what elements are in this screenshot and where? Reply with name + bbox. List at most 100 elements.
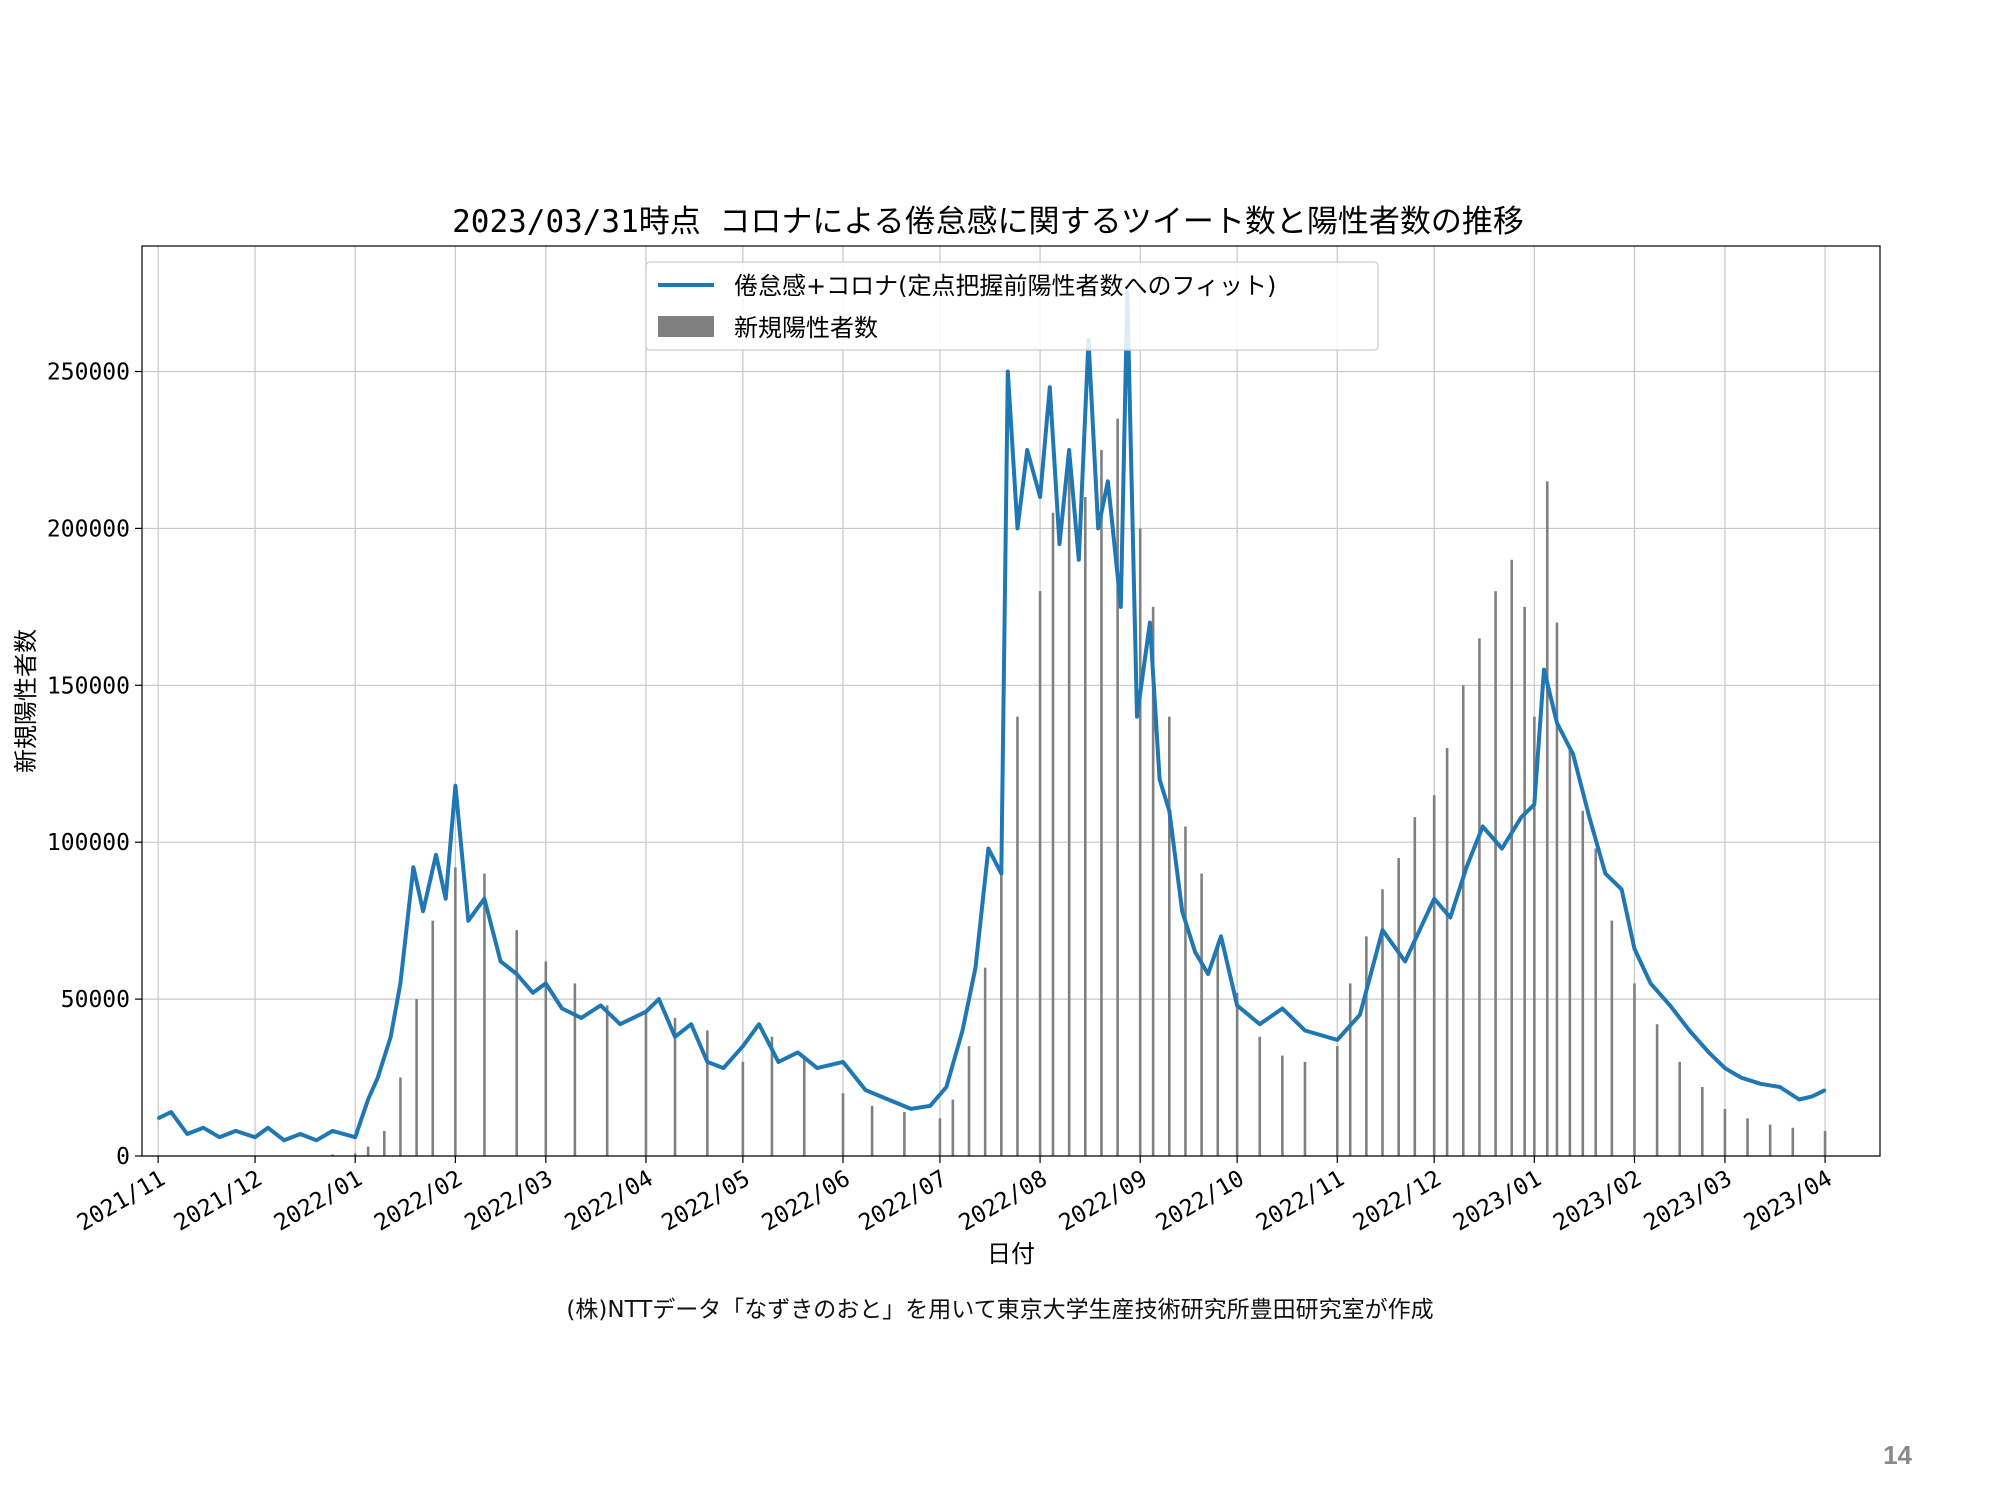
- x-tick-label: 2022/12: [1349, 1166, 1446, 1237]
- bar-2023-04-01: [1823, 1130, 1827, 1156]
- bar-2022-05-20: [802, 1055, 806, 1156]
- bar-2022-08-20: [1100, 449, 1103, 1156]
- line-point-2022-05-01: [741, 1044, 745, 1048]
- bar-2023-01-12: [1568, 748, 1572, 1156]
- x-tick-label: 2022/04: [561, 1166, 658, 1237]
- bar-2022-11-25: [1413, 817, 1417, 1156]
- bar-2022-05-01: [741, 1061, 745, 1156]
- bar-2022-08-01: [1038, 591, 1042, 1156]
- line-point-2022-02-20: [515, 972, 518, 976]
- line-point-2022-02-15: [499, 960, 502, 963]
- line-point-2022-08-01: [1038, 495, 1042, 499]
- line-point-2022-08-04: [1048, 386, 1051, 389]
- bar-2022-02-01: [454, 867, 457, 1156]
- bar-2022-06-20: [903, 1112, 906, 1156]
- bar-2022-12-10: [1461, 685, 1465, 1156]
- line-point-2022-04-10: [673, 1035, 677, 1038]
- x-tick-label: 2022/06: [758, 1166, 855, 1237]
- line-point-2022-12-28: [1520, 815, 1523, 819]
- bar-2022-07-10: [967, 1046, 971, 1156]
- bar-2023-01-16: [1581, 810, 1585, 1156]
- line-point-2022-07-12: [974, 966, 977, 969]
- line-point-2022-03-18: [599, 1004, 602, 1007]
- y-tick-label: 0: [116, 1144, 130, 1170]
- bar-2022-09-05: [1151, 606, 1155, 1156]
- x-axis-label: 日付: [987, 1240, 1035, 1268]
- bar-2022-03-10: [573, 983, 577, 1156]
- bar-2022-02-20: [515, 930, 519, 1156]
- bar-2022-12-25: [1510, 559, 1514, 1156]
- line-point-2023-03-28: [1810, 1095, 1814, 1098]
- x-tick-label: 2023/04: [1740, 1166, 1837, 1237]
- bar-2022-01-20: [415, 999, 418, 1156]
- line-point-2022-12-22: [1500, 847, 1504, 850]
- line-point-2023-02-06: [1649, 982, 1652, 985]
- bar-2023-01-25: [1610, 920, 1614, 1156]
- line-point-2022-10-01: [1235, 1004, 1239, 1007]
- x-tick-label: 2023/01: [1449, 1166, 1546, 1237]
- line-point-2021-11-25: [234, 1129, 237, 1133]
- y-tick-label: 200000: [47, 516, 130, 542]
- line-point-2023-03-18: [1778, 1085, 1782, 1089]
- legend-box: [645, 261, 1379, 351]
- x-tick-label: 2022/08: [955, 1166, 1052, 1237]
- bar-2022-06-01: [841, 1093, 845, 1156]
- bar-2022-10-08: [1258, 1036, 1262, 1156]
- line-point-2022-08-13: [1077, 558, 1081, 561]
- line-point-2022-09-04: [1148, 621, 1152, 624]
- x-tick-label: 2022/10: [1152, 1166, 1249, 1237]
- line-point-2022-09-14: [1181, 910, 1184, 913]
- bar-2022-12-29: [1523, 606, 1526, 1156]
- line-point-2023-02-01: [1633, 947, 1636, 951]
- line-point-2022-05-06: [757, 1023, 761, 1026]
- line-point-2023-01-13: [1571, 753, 1575, 756]
- line-point-2022-03-24: [618, 1023, 622, 1026]
- bar-2023-02-08: [1655, 1024, 1659, 1156]
- bar-2022-08-10: [1067, 465, 1071, 1157]
- bar-2023-03-08: [1746, 1118, 1749, 1156]
- line-point-2022-05-24: [815, 1066, 819, 1070]
- bar-2023-03-15: [1768, 1124, 1772, 1156]
- bar-2022-12-01: [1432, 795, 1436, 1156]
- line-point-2022-06-15: [887, 1098, 890, 1101]
- line-point-2022-08-19: [1097, 527, 1100, 530]
- line-point-2022-01-26: [434, 853, 438, 856]
- line-point-2022-03-12: [580, 1016, 583, 1020]
- line-point-2022-10-15: [1281, 1007, 1284, 1010]
- line-point-2022-01-15: [399, 982, 402, 985]
- line-point-2021-12-20: [315, 1139, 318, 1142]
- line-point-2022-12-01: [1432, 897, 1436, 900]
- x-tick-label: 2022/01: [270, 1166, 367, 1237]
- line-point-2023-03-01: [1723, 1066, 1727, 1070]
- page-number: 14: [1883, 1440, 1912, 1470]
- bar-2022-10-22: [1303, 1061, 1307, 1156]
- grid: [142, 246, 1880, 1157]
- x-tick-label: 2023/03: [1640, 1166, 1737, 1237]
- line-point-2022-05-18: [796, 1051, 799, 1054]
- bar-2022-04-10: [673, 1017, 677, 1156]
- line-point-2023-04-01: [1823, 1088, 1827, 1092]
- line-point-2021-11-10: [186, 1132, 189, 1136]
- line-point-2022-08-10: [1067, 448, 1071, 452]
- bar-2022-10-15: [1281, 1055, 1284, 1156]
- bar-2022-01-15: [399, 1077, 402, 1156]
- bar-2022-07-20: [1000, 857, 1003, 1156]
- line-point-2022-11-15: [1381, 928, 1384, 932]
- x-tick-label: 2022/09: [1055, 1166, 1152, 1237]
- x-tick-label: 2022/05: [658, 1166, 755, 1237]
- line-point-2022-09-10: [1168, 809, 1171, 813]
- chart-title: 2023/03/31時点 コロナによる倦怠感に関するツイート数と陽性者数の推移: [452, 204, 1524, 240]
- line-point-2021-12-05: [266, 1126, 270, 1129]
- line-series: [156, 291, 1827, 1143]
- bar-2022-07-05: [951, 1099, 955, 1156]
- line-point-2022-01-12: [389, 1035, 392, 1038]
- bar-2022-07-01: [938, 1118, 942, 1156]
- line-point-2022-07-03: [945, 1085, 948, 1089]
- line-point-2022-04-15: [689, 1023, 693, 1026]
- line-point-2022-03-06: [560, 1007, 564, 1010]
- x-tick-label: 2022/03: [460, 1166, 557, 1237]
- bar-2022-11-01: [1335, 1046, 1339, 1156]
- x-tick-label: 2022/07: [855, 1166, 952, 1237]
- tweet-fit-line: [157, 291, 1826, 1143]
